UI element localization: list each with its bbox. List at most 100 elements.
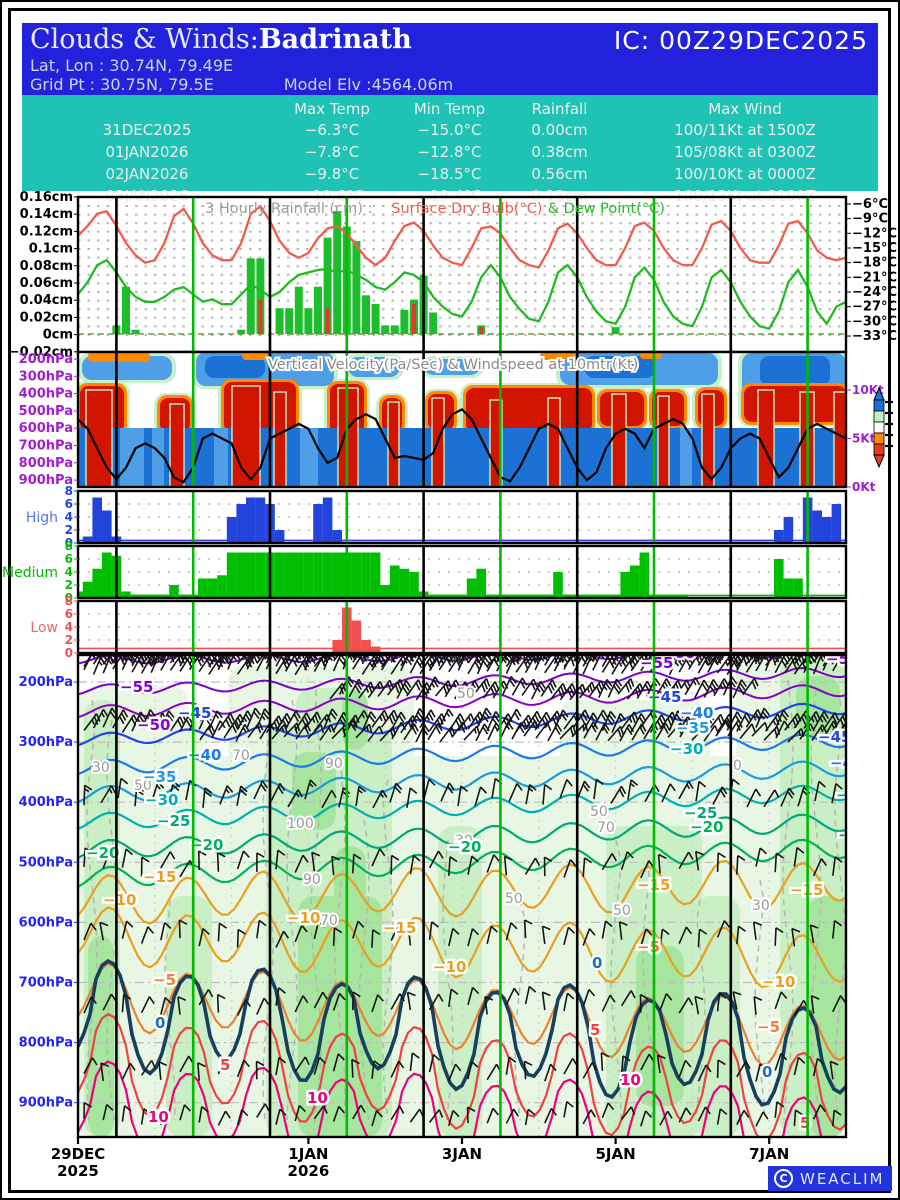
cloud-axis-label: 2 [65,578,73,592]
rain-axis-label: −0.02cm [9,345,73,360]
temp-contour-label: 10 [620,1071,641,1089]
table-header-cell: Max Wind [708,100,782,118]
pressure-level-label: 800hPa [19,1036,73,1051]
rh-label: 50 [590,804,608,820]
inner-frame [8,8,891,1193]
year-tick-label: 2026 [288,1162,330,1180]
temp-contour-label: −5 [757,1018,780,1036]
temp-contour-label: −40 [188,746,221,764]
rh-label: 50 [457,686,475,702]
rain-axis-label: 0.04cm [20,293,73,308]
pressure-level-label: 600hPa [19,915,73,930]
cloud-axis-label: 6 [65,497,73,511]
cloud-layer-label: Medium [2,565,58,581]
rain-axis-label: 0.08cm [20,259,73,274]
rh-label: 50 [134,778,152,794]
vv-level-label: 200hPa [19,352,73,367]
model-elv: Model Elv :4564.06m [283,75,454,94]
temp-contour-label: −50 [137,716,170,734]
cloud-axis-label: 2 [65,633,73,647]
temp-contour-label: 0 [592,954,602,972]
vv-level-label: 800hPa [19,456,73,471]
pressure-level-label: 400hPa [19,795,73,810]
weaclim-logo: C WEACLIM [768,1166,892,1191]
table-cell: −9.8°C [304,165,360,183]
temp-contour-label: −10 [433,958,466,976]
table-cell: −15.0°C [417,121,482,139]
table-header-cell: Min Temp [413,100,486,118]
pressure-level-label: 200hPa [19,675,73,690]
windspeed-scale-label: 5Kt [852,432,876,446]
table-cell: 0.56cm [531,165,588,183]
temp-contour-label: −50 [826,650,859,668]
rh-label: 90 [303,872,321,888]
table-header-row: Max Temp Min Temp Rainfall Max Wind [22,100,878,118]
temp-contour-label: −35 [676,719,709,737]
temp-axis-label: −12°C [852,226,897,241]
cloud-axis-label: 8 [65,539,73,553]
cloud-axis-label: 0 [65,591,73,605]
table-cell: 100/10Kt at 0000Z [674,165,816,183]
table-row: 01JAN2026 −7.8°C −12.8°C 0.38cm 105/08Kt at … [22,143,878,161]
temp-contour-label: −25 [157,812,190,830]
cloud-axis-label: 4 [65,620,73,634]
temp-contour-label: −45 [178,704,211,722]
table-cell: −18.5°C [417,165,482,183]
table-cell: 100/11Kt at 1500Z [674,121,816,139]
init-condition: IC: 00Z29DEC2025 [613,26,868,55]
temp-axis-label: −9°C [852,212,888,227]
surface-axes: 0.16cm 0.14cm 0.12cm 0.1cm 0.08cm 0.06cm 0.04c… [9,190,897,360]
header: Clouds & Winds:Badrinath IC: 00Z29DEC202… [22,23,878,95]
rh-label: 30 [92,760,110,776]
date-tick-label: 3JAN [442,1145,482,1163]
cloud-axis-label: 6 [65,607,73,621]
table-cell: 0.00cm [531,121,588,139]
year-tick-label: 2025 [57,1162,99,1180]
surface-panel [78,197,846,352]
table-cell: −7.8°C [304,143,360,161]
pressure-time-axes: 200hPa 300hPa 400hPa 500hPa 600hPa 700hPa 800h… [19,675,790,1180]
date-tick-label: 7JAN [749,1145,789,1163]
pressure-level-label: 500hPa [19,855,73,870]
table-cell: −12.8°C [417,143,482,161]
temp-contour-label: −5 [637,938,660,956]
rain-axis-label: 0.14cm [20,207,73,222]
temp-contour-label: −20 [190,836,223,854]
temp-contour-label: −55 [120,678,153,696]
temp-contour-label: −35 [143,768,176,786]
cloud-axis-label: 2 [65,523,73,537]
temp-axis-label: −33°C [852,329,897,344]
temp-contour-label: −60 [662,644,695,662]
vv-level-label: 700hPa [19,439,73,454]
date-tick-label: 1JAN [288,1145,328,1163]
date-tick-label: 29DEC [51,1145,106,1163]
temp-contour-label: −30 [670,740,703,758]
vv-level-label: 300hPa [19,369,73,384]
table-cell: 31DEC2025 [102,121,192,139]
temp-contour-label: 5 [590,1021,600,1039]
rh-label: 30 [866,682,884,698]
temp-contour-label: −25 [684,804,717,822]
table-header-cell: Max Temp [294,100,370,118]
temp-contour-label: 0 [155,1014,165,1032]
cloud-axis-label: 0 [65,646,73,660]
temp-contour-label: −40 [680,704,713,722]
cloud_high-panel [78,491,846,543]
vv-colorbar [873,386,893,469]
cloud-layer-label: High [26,510,58,526]
rh-label: 90 [325,756,343,772]
temp-axis-label: −21°C [852,270,897,285]
pressure-level-label: 700hPa [19,976,73,991]
temp-contour-label: 10 [307,1089,328,1107]
cloud-layer-label: Low [30,620,58,636]
copyright-icon: C [774,1169,793,1188]
temp-contour-label: −25 [838,826,871,844]
rain-axis-label: 0.06cm [20,276,73,291]
cloud-axis-label: 0 [65,536,73,550]
